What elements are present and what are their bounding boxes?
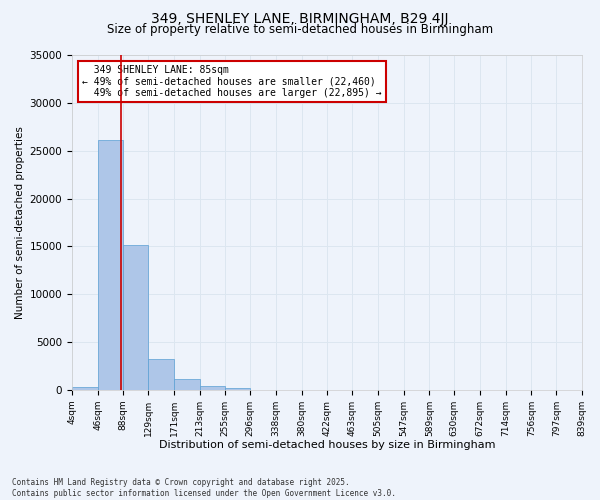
Bar [72,387,98,390]
Bar [124,246,148,390]
X-axis label: Distribution of semi-detached houses by size in Birmingham: Distribution of semi-detached houses by … [159,440,495,450]
Bar [98,140,124,390]
Bar [226,388,250,390]
Bar [148,359,174,390]
Text: 349, SHENLEY LANE, BIRMINGHAM, B29 4JJ: 349, SHENLEY LANE, BIRMINGHAM, B29 4JJ [151,12,449,26]
Bar [174,378,200,390]
Text: 349 SHENLEY LANE: 85sqm
← 49% of semi-detached houses are smaller (22,460)
  49%: 349 SHENLEY LANE: 85sqm ← 49% of semi-de… [82,65,382,98]
Text: Contains HM Land Registry data © Crown copyright and database right 2025.
Contai: Contains HM Land Registry data © Crown c… [12,478,396,498]
Bar [200,386,226,390]
Y-axis label: Number of semi-detached properties: Number of semi-detached properties [16,126,25,319]
Text: Size of property relative to semi-detached houses in Birmingham: Size of property relative to semi-detach… [107,22,493,36]
